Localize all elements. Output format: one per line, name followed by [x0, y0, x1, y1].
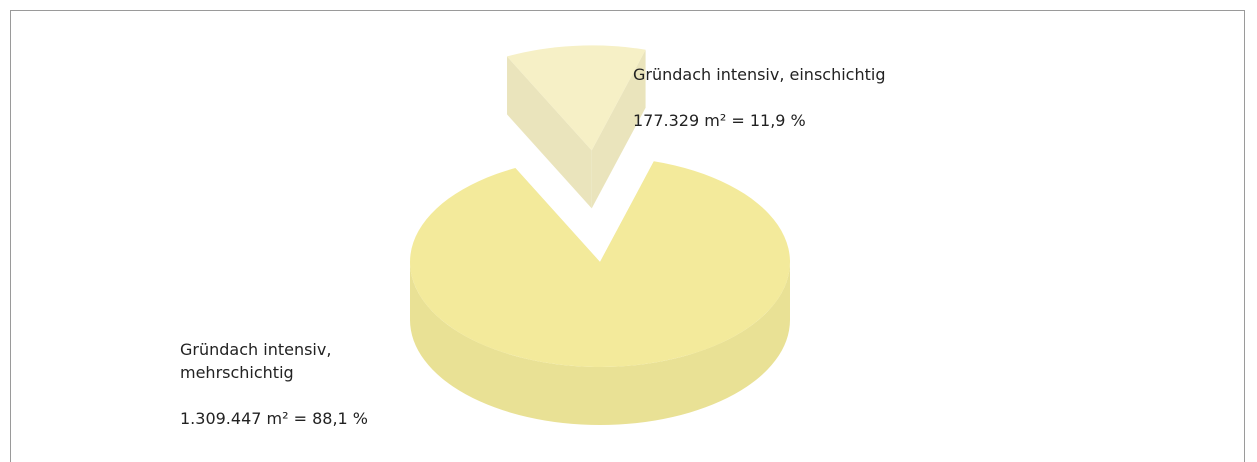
slice-label: Gründach intensiv, einschichtig 177.329 …	[633, 40, 885, 155]
value-label: 177.329 m² = 11,9 %	[633, 111, 806, 130]
slice-top	[507, 45, 646, 151]
value-label: 1.309.447 m² = 88,1 %	[180, 409, 369, 428]
slice-side	[591, 49, 646, 209]
slice-label: Gründach intensiv, mehrschichtig 1.309.4…	[180, 315, 368, 453]
slice-top	[410, 161, 791, 368]
slice-side	[507, 56, 592, 209]
category-label: Gründach intensiv, einschichtig	[633, 65, 886, 84]
category-label: Gründach intensiv, mehrschichtig	[180, 340, 332, 382]
frame	[10, 10, 1245, 462]
slice-side	[410, 262, 790, 425]
